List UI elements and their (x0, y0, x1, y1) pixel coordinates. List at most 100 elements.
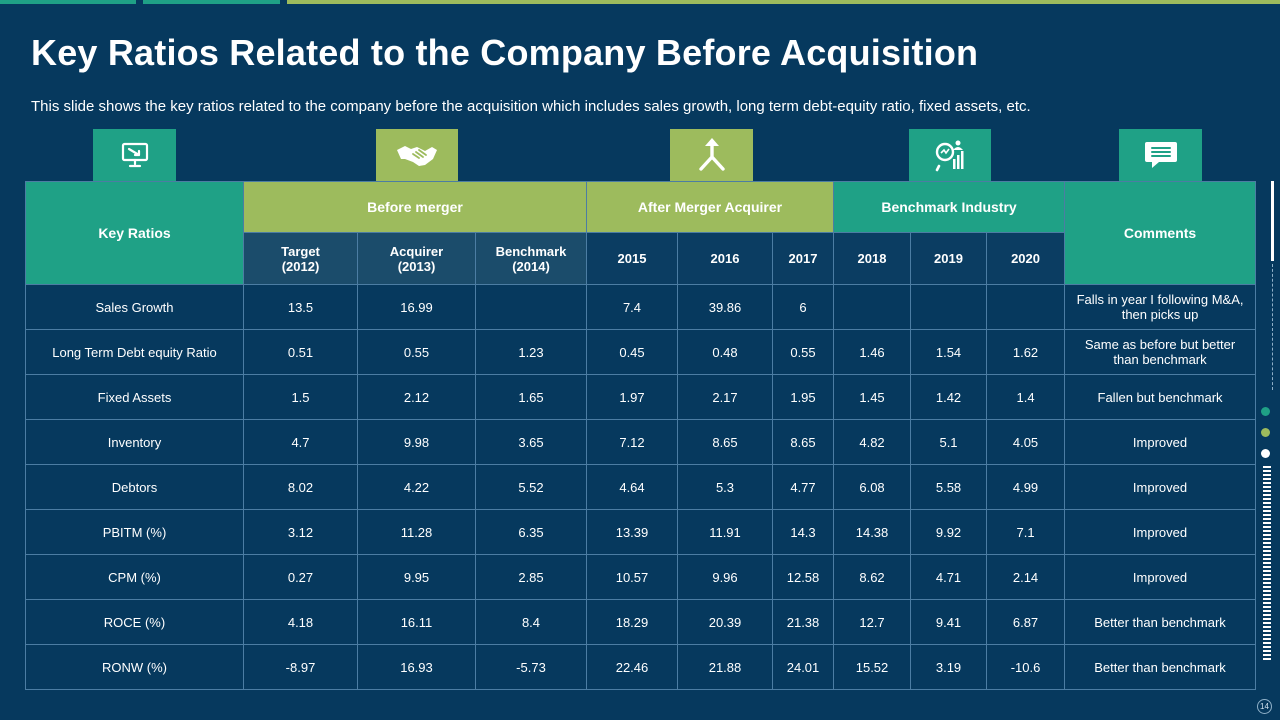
table-cell: 8.65 (677, 419, 773, 465)
table-cell: 4.99 (986, 464, 1066, 510)
table-row: Sales Growth 13.5 16.99 7.4 39.86 6 Falls in y… (25, 284, 1257, 330)
top-accent-bar-3 (287, 0, 1280, 4)
table-cell: 6.87 (986, 599, 1066, 645)
row-comment: Improved (1064, 419, 1257, 465)
row-label: Long Term Debt equity Ratio (25, 329, 244, 375)
table-cell: 1.62 (986, 329, 1066, 375)
table-cell (986, 284, 1066, 330)
table-cell: 7.4 (586, 284, 678, 330)
row-comment: Improved (1064, 509, 1257, 555)
merge-arrows-icon-box (670, 129, 753, 181)
page-title: Key Ratios Related to the Company Before… (31, 32, 979, 73)
page-number: 14 (1257, 699, 1272, 714)
table-cell: 1.95 (771, 374, 835, 420)
table-cell: 0.48 (677, 329, 773, 375)
table-cell: 4.82 (833, 419, 912, 465)
table-cell: 1.5 (243, 374, 358, 420)
scroll-indicator-dashes (1272, 264, 1274, 390)
subheader-2015: 2015 (586, 232, 678, 285)
table-cell: 9.41 (910, 599, 988, 645)
table-cell: 3.65 (475, 419, 587, 465)
table-cell: 4.22 (357, 464, 476, 510)
row-label: Debtors (25, 464, 244, 510)
table-cell: 1.23 (475, 329, 587, 375)
nav-dot-teal (1261, 407, 1270, 416)
subheader-acquirer-2013: Acquirer (2013) (357, 232, 476, 285)
table-cell: 1.45 (833, 374, 912, 420)
table-cell: 0.55 (771, 329, 835, 375)
header-comments: Comments (1064, 181, 1257, 285)
table-cell: 0.27 (243, 554, 358, 600)
table-row: CPM (%) 0.27 9.95 2.85 10.57 9.96 12.58 8.62 4.7… (25, 554, 1257, 600)
table-cell: 12.7 (833, 599, 912, 645)
nav-dot-green (1261, 428, 1270, 437)
table-row: Fixed Assets 1.5 2.12 1.65 1.97 2.17 1.95 1.45 1… (25, 374, 1257, 420)
table-cell: 6 (771, 284, 835, 330)
table-row: Debtors 8.02 4.22 5.52 4.64 5.3 4.77 6.08 5.58 4.… (25, 464, 1257, 510)
page-subtitle: This slide shows the key ratios related … (31, 98, 1031, 115)
row-label: RONW (%) (25, 644, 244, 690)
subheader-2016: 2016 (677, 232, 773, 285)
analytics-magnifier-icon-box (909, 129, 991, 181)
table-cell: 12.58 (771, 554, 835, 600)
row-comment: Same as before but better than benchmark (1064, 329, 1257, 375)
table-cell: 1.65 (475, 374, 587, 420)
table-cell: 39.86 (677, 284, 773, 330)
table-cell: 9.96 (677, 554, 773, 600)
row-comment: Better than benchmark (1064, 599, 1257, 645)
table-cell: 13.39 (586, 509, 678, 555)
table-cell: 4.05 (986, 419, 1066, 465)
table-cell: 9.95 (357, 554, 476, 600)
chat-bubble-icon-box (1119, 129, 1202, 181)
table-cell: 9.98 (357, 419, 476, 465)
table-cell: -8.97 (243, 644, 358, 690)
row-label: PBITM (%) (25, 509, 244, 555)
table-cell: 11.28 (357, 509, 476, 555)
header-before-merger: Before merger (243, 181, 587, 233)
top-accent-bar-1 (0, 0, 136, 4)
table-cell: 8.02 (243, 464, 358, 510)
table-cell: 4.77 (771, 464, 835, 510)
table-cell: 14.38 (833, 509, 912, 555)
row-comment: Improved (1064, 554, 1257, 600)
handshake-icon (397, 146, 437, 166)
table-cell: 6.35 (475, 509, 587, 555)
table-cell: 0.51 (243, 329, 358, 375)
table-row: PBITM (%) 3.12 11.28 6.35 13.39 11.91 14.3 14.3… (25, 509, 1257, 555)
header-after-merger: After Merger Acquirer (585, 181, 835, 233)
table-cell: 6.08 (833, 464, 912, 510)
table-cell: 16.93 (357, 644, 476, 690)
table-cell: 5.1 (910, 419, 988, 465)
table-cell (910, 284, 988, 330)
table-cell: 1.54 (910, 329, 988, 375)
table-cell: 0.45 (586, 329, 678, 375)
table-cell: 20.39 (677, 599, 773, 645)
table-cell: 4.18 (243, 599, 358, 645)
table-cell: 0.55 (357, 329, 476, 375)
row-comment: Fallen but benchmark (1064, 374, 1257, 420)
table-cell: 1.46 (833, 329, 912, 375)
merge-arrows-icon (698, 138, 725, 171)
table-row: Long Term Debt equity Ratio 0.51 0.55 1.23 0… (25, 329, 1257, 375)
row-label: Fixed Assets (25, 374, 244, 420)
table-cell: 10.57 (586, 554, 678, 600)
table-cell: 21.88 (677, 644, 773, 690)
header-benchmark-industry: Benchmark Industry (833, 181, 1066, 233)
table-cell: 2.85 (475, 554, 587, 600)
row-label: CPM (%) (25, 554, 244, 600)
subheader-target-2012: Target (2012) (243, 232, 358, 285)
subheader-2018: 2018 (833, 232, 912, 285)
table-cell: 1.97 (586, 374, 678, 420)
subheader-2017: 2017 (771, 232, 835, 285)
table-cell: 5.52 (475, 464, 587, 510)
subheader-benchmark-2014: Benchmark (2014) (475, 232, 587, 285)
table-row: ROCE (%) 4.18 16.11 8.4 18.29 20.39 21.38 12.7 9… (25, 599, 1257, 645)
row-comment: Better than benchmark (1064, 644, 1257, 690)
table-cell: 5.58 (910, 464, 988, 510)
table-cell: 8.4 (475, 599, 587, 645)
subheader-2019: 2019 (910, 232, 988, 285)
table-cell: 14.3 (771, 509, 835, 555)
decorative-stripes (1263, 466, 1271, 662)
table-cell: 24.01 (771, 644, 835, 690)
table-cell: 7.12 (586, 419, 678, 465)
